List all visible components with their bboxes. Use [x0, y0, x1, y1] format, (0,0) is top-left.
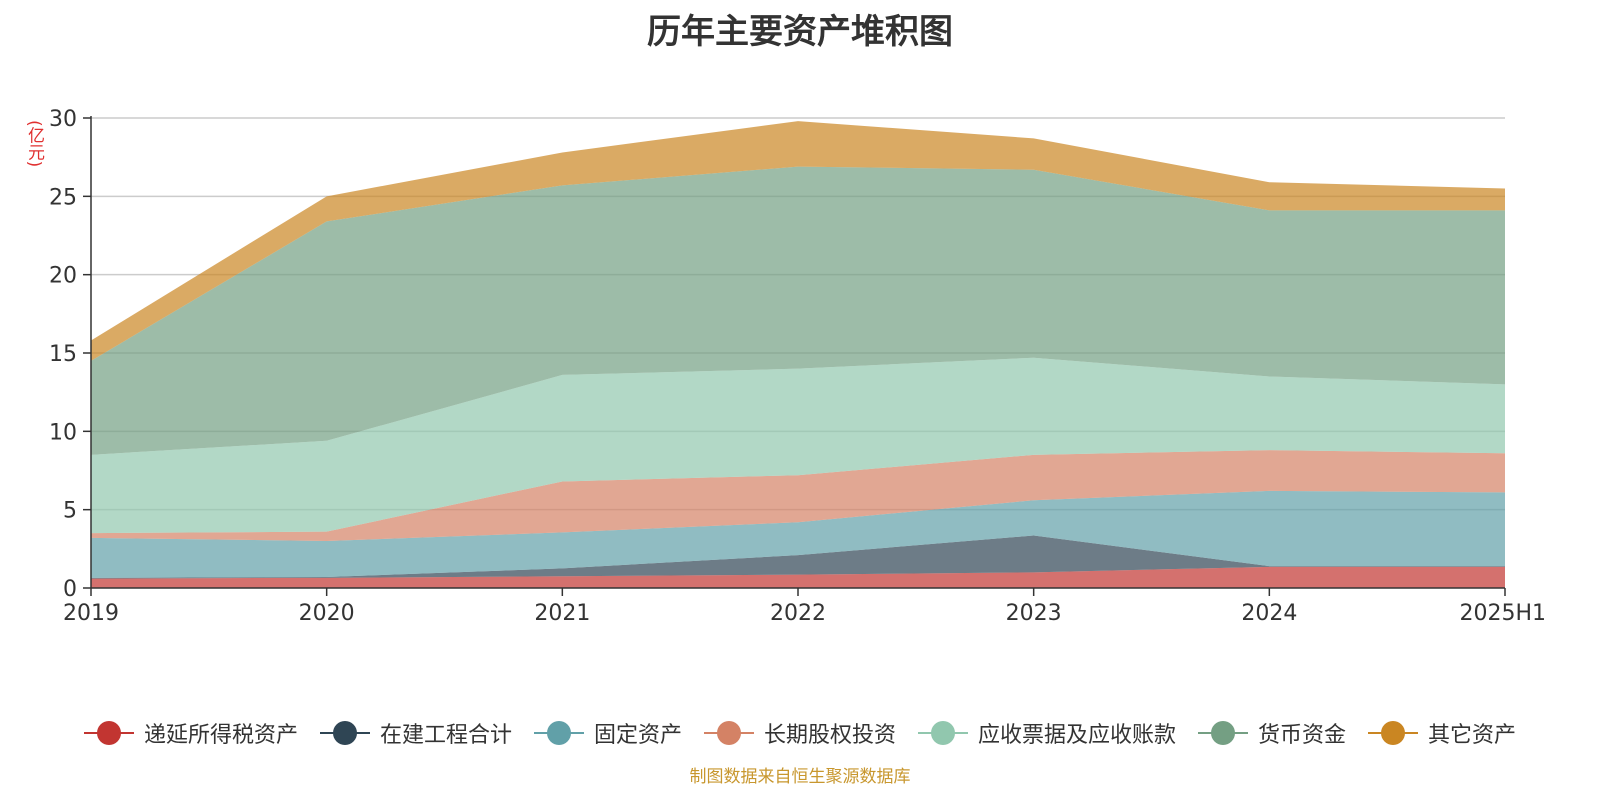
legend-marker-icon: [918, 721, 968, 745]
y-tick-label: 10: [49, 420, 77, 445]
legend-label: 长期股权投资: [763, 723, 896, 748]
y-tick-label: 5: [63, 499, 77, 524]
legend-marker-icon: [319, 721, 370, 745]
x-tick-label: 2024: [1241, 601, 1297, 626]
source-note: 制图数据来自恒生聚源数据库: [689, 767, 911, 787]
legend-marker-icon: [533, 721, 584, 745]
y-tick-label: 20: [49, 264, 77, 289]
legend-item-5[interactable]: 应收票据及应收账款: [918, 717, 1176, 749]
legend-label: 递延所得税资产: [143, 723, 298, 748]
y-tick-label: 30: [49, 107, 77, 132]
legend-marker-icon: [1198, 721, 1249, 745]
legend-label: 应收票据及应收账款: [978, 723, 1177, 748]
legend: 递延所得税资产 在建工程合计 固定资产 长期股权投资 应收票据及应收账款 货币资金 其它资产: [40, 718, 1560, 748]
area-series-1: [91, 566, 1505, 588]
legend-item-4[interactable]: 长期股权投资: [703, 717, 896, 749]
y-axis-unit: (亿元): [24, 120, 44, 168]
legend-label: 固定资产: [593, 723, 682, 748]
x-tick-label: 2020: [299, 601, 355, 626]
legend-item-6[interactable]: 货币资金: [1198, 717, 1346, 749]
legend-label: 货币资金: [1258, 723, 1347, 748]
area-series-5: [91, 357, 1505, 534]
x-tick-label: 2023: [1006, 601, 1062, 626]
axes: 0 5 10 15 20 25 30 2019 2020 2021 2022 2023 2024 2025…: [49, 107, 1546, 626]
legend-marker-icon: [703, 721, 754, 745]
area-series-7: [91, 121, 1505, 361]
area-series-2: [91, 535, 1505, 579]
area-series-6: [91, 166, 1505, 455]
legend-item-7[interactable]: 其它资产: [1368, 717, 1516, 749]
legend-item-1[interactable]: 递延所得税资产: [83, 717, 298, 749]
legend-marker-icon: [1368, 721, 1419, 745]
legend-marker-icon: [83, 721, 134, 745]
legend-label: 在建工程合计: [379, 723, 512, 748]
x-tick-label: 2025H1: [1459, 601, 1546, 626]
legend-label: 其它资产: [1428, 723, 1517, 748]
x-tick-label: 2022: [770, 601, 826, 626]
x-tick-label: 2021: [534, 601, 590, 626]
y-tick-label: 25: [49, 185, 77, 210]
y-tick-label: 15: [49, 342, 77, 367]
chart-title: 历年主要资产堆积图: [647, 12, 953, 52]
area-series-3: [91, 490, 1505, 578]
area-series: [91, 121, 1505, 588]
y-tick-label: 0: [63, 577, 77, 602]
area-series-4: [91, 450, 1505, 541]
legend-item-2[interactable]: 在建工程合计: [319, 717, 512, 749]
x-tick-label: 2019: [63, 601, 119, 626]
legend-item-3[interactable]: 固定资产: [533, 717, 682, 749]
